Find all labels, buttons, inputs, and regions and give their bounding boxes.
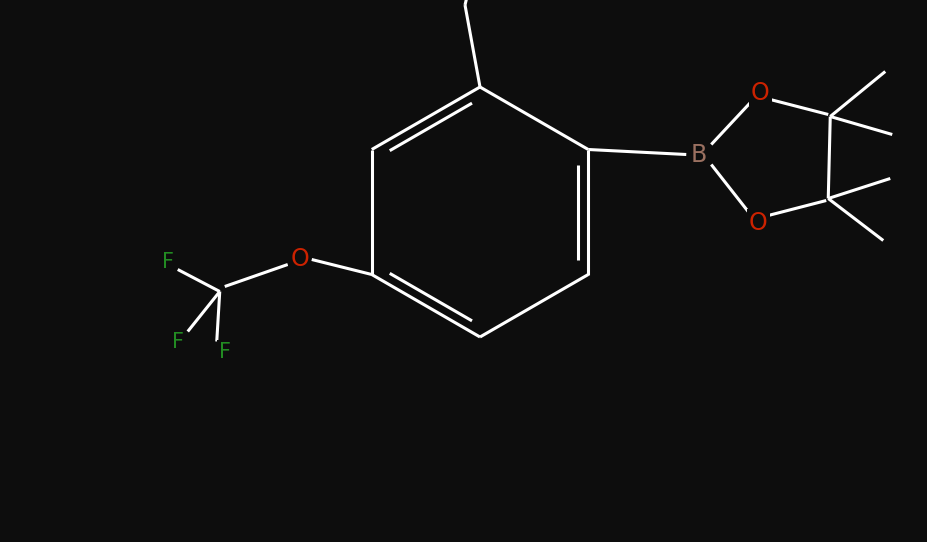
Text: F: F — [219, 341, 231, 362]
Text: B: B — [690, 143, 706, 166]
Text: O: O — [290, 248, 309, 272]
Text: F: F — [161, 251, 173, 272]
Text: O: O — [751, 81, 769, 105]
Text: F: F — [171, 332, 184, 352]
Text: O: O — [749, 210, 768, 235]
